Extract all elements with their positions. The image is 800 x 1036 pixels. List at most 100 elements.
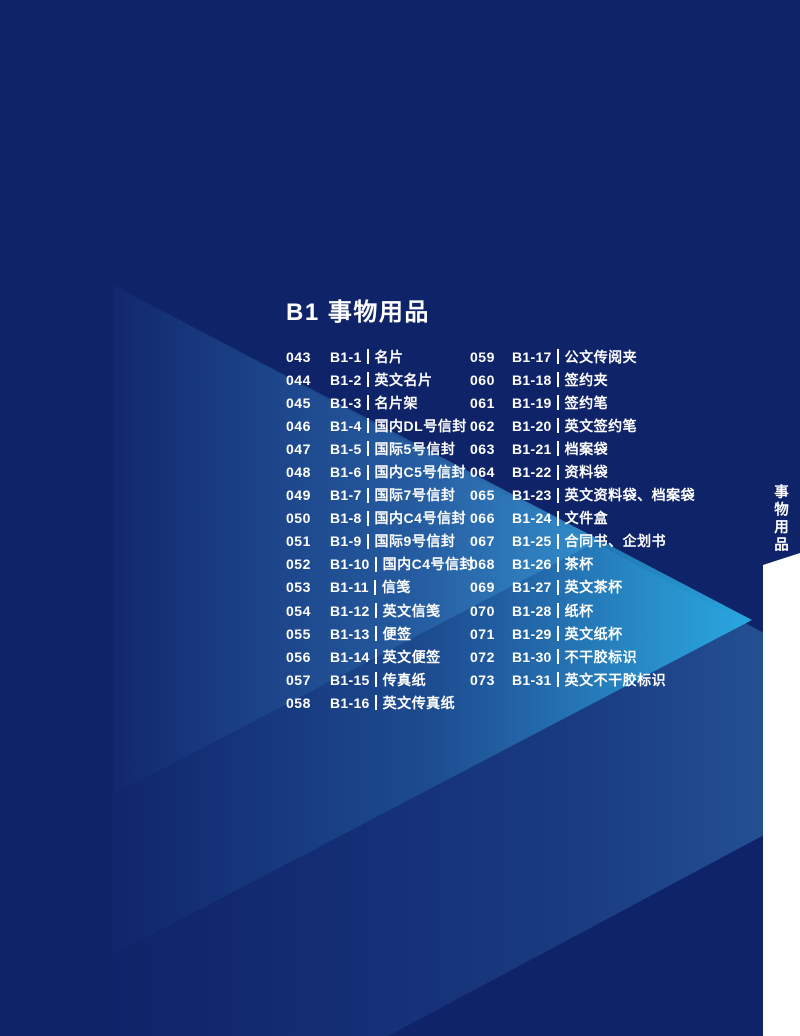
toc-item-code: B1-27 [512,579,552,596]
toc-item-name: 纸杯 [564,602,594,619]
toc-item-code: B1-20 [512,417,552,434]
toc-page-number: 065 [470,487,495,504]
toc-item-code: B1-9 [330,533,362,550]
toc-page-number: 062 [470,417,495,434]
toc-page-number: 057 [286,671,311,688]
toc-item-name: 国内C4号信封 [382,556,475,573]
toc-item-name: 公文传阅夹 [564,348,638,365]
toc-row: 060 B1-18 签约夹 [470,368,695,391]
toc-item-code: B1-30 [512,648,552,665]
side-tab-label: 事物用品 [772,484,788,554]
toc-item-code: B1-7 [330,487,362,504]
toc-row: 057 B1-15 传真纸 [286,668,474,691]
toc-item-name: 国内DL号信封 [374,417,467,434]
separator-bar-icon [556,556,559,572]
toc-item-name: 档案袋 [564,440,609,457]
toc-row: 043 B1-1 名片 [286,345,474,368]
toc-item-name: 英文茶杯 [564,579,623,596]
separator-bar-icon [556,418,559,434]
toc-row: 055 B1-13 便签 [286,622,474,645]
toc-item-code: B1-8 [330,510,362,527]
separator-bar-icon [556,579,559,595]
toc-row: 059 B1-17 公文传阅夹 [470,345,695,368]
toc-row: 066 B1-24 文件盒 [470,507,695,530]
toc-row: 070 B1-28 纸杯 [470,599,695,622]
separator-bar-icon [366,418,369,434]
toc-page-number: 066 [470,510,495,527]
toc-item-code: B1-23 [512,487,552,504]
toc-row: 047 B1-5 国际5号信封 [286,437,474,460]
toc-row: 050 B1-8 国内C4号信封 [286,507,474,530]
toc-page-number: 053 [286,579,311,596]
toc-page-number: 068 [470,556,495,573]
separator-bar-icon [556,533,559,549]
separator-bar-icon [374,672,377,688]
separator-bar-icon [366,464,369,480]
toc-item-code: B1-19 [512,394,552,411]
separator-bar-icon [366,487,369,503]
toc-row: 072 B1-30 不干胶标识 [470,645,695,668]
toc-item-name: 国际5号信封 [374,440,456,457]
separator-bar-icon [374,626,377,642]
toc-item-name: 名片架 [374,394,419,411]
separator-bar-icon [366,510,369,526]
toc-item-name: 资料袋 [564,464,609,481]
toc-row: 063 B1-21 档案袋 [470,437,695,460]
toc-item-code: B1-31 [512,671,552,688]
separator-bar-icon [556,487,559,503]
toc-item-code: B1-25 [512,533,552,550]
toc-item-code: B1-13 [330,625,370,642]
toc-item-name: 英文名片 [374,371,433,388]
toc-page-number: 058 [286,694,311,711]
toc-item-code: B1-17 [512,348,552,365]
page-title: B1 事物用品 [286,299,430,326]
toc-item-code: B1-15 [330,671,370,688]
toc-row: 056 B1-14 英文便签 [286,645,474,668]
separator-bar-icon [374,695,377,711]
toc-page-number: 072 [470,648,495,665]
separator-bar-icon [556,441,559,457]
toc-item-code: B1-11 [330,579,369,596]
toc-item-name: 合同书、企划书 [564,533,667,550]
toc-row: 058 B1-16 英文传真纸 [286,691,474,714]
toc-row: 069 B1-27 英文茶杯 [470,576,695,599]
toc-row: 045 B1-3 名片架 [286,391,474,414]
separator-bar-icon [374,603,377,619]
toc-item-name: 便签 [382,625,412,642]
toc-item-name: 国内C4号信封 [374,510,466,527]
toc-item-code: B1-21 [512,440,552,457]
toc-item-code: B1-24 [512,510,552,527]
separator-bar-icon [556,395,559,411]
toc-page-number: 045 [286,394,311,411]
side-tab-white-strip [763,553,800,1036]
toc-row: 073 B1-31 英文不干胶标识 [470,668,695,691]
toc-item-name: 不干胶标识 [564,648,638,665]
toc-page-number: 070 [470,602,495,619]
separator-bar-icon [556,672,559,688]
toc-item-name: 英文信笺 [382,602,441,619]
toc-item-name: 英文便签 [382,648,441,665]
toc-item-name: 茶杯 [564,556,594,573]
toc-row: 071 B1-29 英文纸杯 [470,622,695,645]
toc-item-code: B1-29 [512,625,552,642]
toc-item-name: 国内C5号信封 [374,464,466,481]
toc-item-code: B1-10 [330,556,370,573]
toc-item-code: B1-3 [330,394,362,411]
triangle-accent-bright [113,285,752,955]
toc-page-number: 061 [470,394,495,411]
toc-item-name: 签约笔 [564,394,609,411]
toc-page-number: 048 [286,464,311,481]
separator-bar-icon [366,395,369,411]
toc-item-code: B1-18 [512,371,552,388]
toc-column-right: 059 B1-17 公文传阅夹 060 B1-18 签约夹 061 B1-19 签约笔 062 B1… [470,345,695,691]
toc-item-name: 国际7号信封 [374,487,456,504]
toc-item-name: 名片 [374,348,404,365]
toc-row: 052 B1-10 国内C4号信封 [286,553,474,576]
toc-row: 068 B1-26 茶杯 [470,553,695,576]
toc-item-code: B1-6 [330,464,362,481]
toc-page-number: 063 [470,440,495,457]
toc-item-code: B1-14 [330,648,370,665]
toc-item-name: 传真纸 [382,671,427,688]
toc-item-name: 英文资料袋、档案袋 [564,487,696,504]
